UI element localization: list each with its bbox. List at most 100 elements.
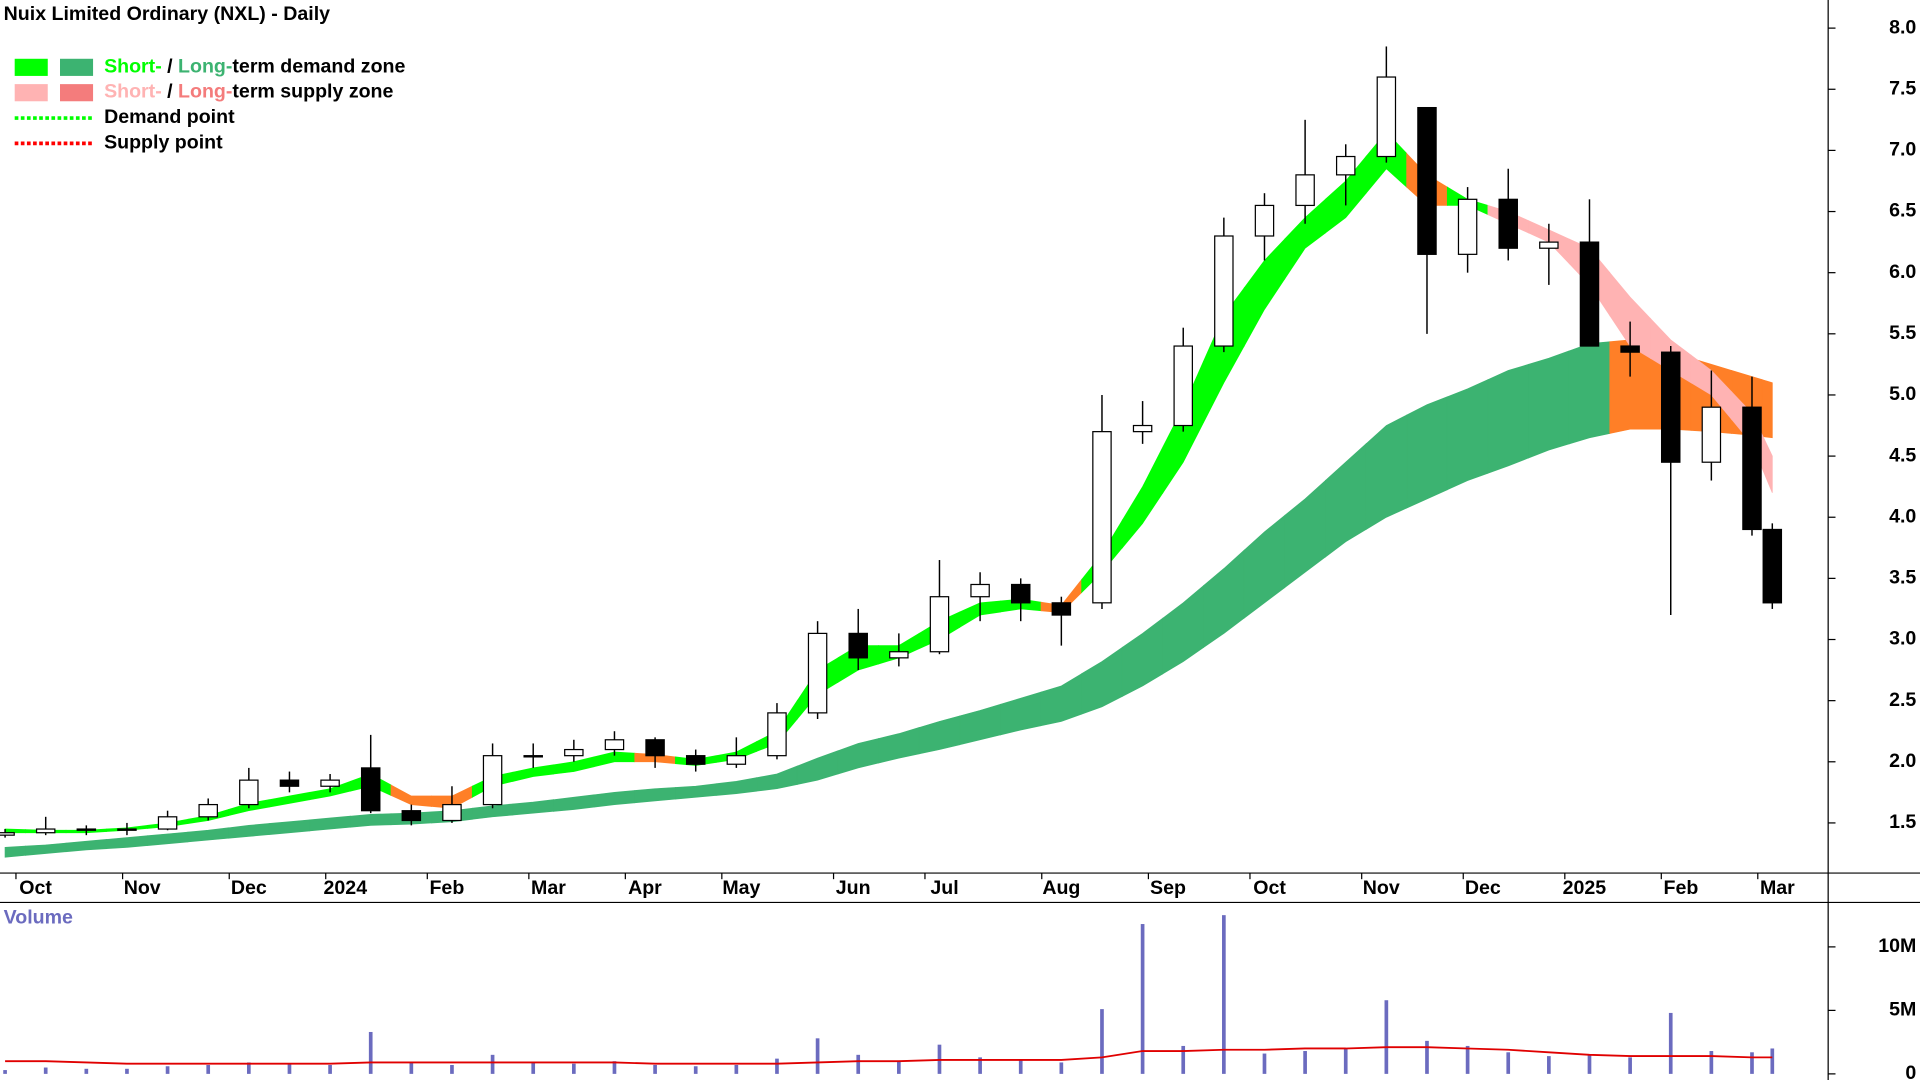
volume-bar — [612, 1061, 617, 1074]
candle-body — [117, 828, 137, 831]
x-tick-label: Nov — [1363, 877, 1400, 899]
x-tick-label: Oct — [1253, 877, 1286, 899]
zone-segment — [25, 842, 67, 856]
candle-body — [564, 748, 584, 757]
volume-bar — [1343, 1048, 1348, 1074]
volume-bar — [1222, 915, 1226, 1074]
zone-segment — [1203, 549, 1245, 649]
zone-segment — [1406, 396, 1448, 509]
candle-body — [198, 803, 218, 818]
volume-bar — [1547, 1056, 1551, 1074]
volume-bar — [3, 1070, 7, 1074]
volume-label: Volume — [4, 907, 73, 929]
volume-bar — [246, 1062, 251, 1074]
candle-body — [482, 755, 503, 806]
x-tick-label: Mar — [531, 877, 566, 899]
volume-bar — [125, 1068, 129, 1074]
candle-body — [767, 712, 787, 757]
zone-segment — [1040, 673, 1083, 727]
legend-text-part: / — [162, 81, 178, 103]
legend-text-part: Long- — [178, 81, 232, 103]
legend-text-part: / — [162, 56, 178, 78]
x-tick-label: Nov — [124, 877, 161, 899]
candle-body — [1376, 76, 1397, 158]
x-tick-label: 2024 — [324, 877, 368, 899]
y-tick-label: 3.5 — [1889, 567, 1916, 589]
zone-segment — [675, 783, 717, 800]
candle-body — [1498, 198, 1518, 249]
volume-bar — [490, 1054, 495, 1074]
x-tick-label: Dec — [231, 877, 267, 899]
legend-text-part: term supply zone — [232, 81, 393, 103]
x-tick-label: Dec — [1465, 877, 1501, 899]
volume-bar — [1303, 1051, 1307, 1074]
zone-segment — [918, 715, 961, 755]
zone-segment — [350, 813, 392, 828]
zone-segment — [268, 819, 311, 835]
zone-segment — [187, 827, 229, 843]
candle-body — [320, 779, 340, 787]
legend-swatch — [60, 58, 94, 76]
legend-text-part: Short- — [104, 56, 162, 78]
y-tick-label: 4.5 — [1889, 444, 1916, 466]
volume-bar — [1709, 1051, 1714, 1074]
y-tick-label: 5.5 — [1889, 322, 1916, 344]
volume-bar — [653, 1064, 657, 1074]
candle-body — [442, 803, 462, 822]
y-tick-label: 7.0 — [1889, 139, 1916, 161]
zone-segment — [512, 799, 554, 816]
legend-text-part: Long- — [178, 56, 232, 78]
zone-segment — [309, 815, 351, 832]
candle-body — [1457, 198, 1478, 255]
candle-body — [35, 828, 56, 834]
x-tick-label: Apr — [628, 877, 662, 899]
candle-body — [929, 596, 950, 653]
y-tick-label: 5.0 — [1889, 383, 1916, 405]
volume-bar — [1587, 1054, 1592, 1074]
volume-bar — [531, 1062, 536, 1074]
candle-body — [0, 832, 15, 836]
candle-body — [1010, 583, 1031, 604]
candle-body — [1660, 351, 1681, 463]
zone-segment — [878, 727, 920, 764]
x-tick-label: 2025 — [1563, 877, 1607, 899]
x-tick-label: Feb — [429, 877, 464, 899]
zone-segment — [4, 845, 26, 858]
candle-body — [848, 632, 868, 659]
zone-segment — [1243, 514, 1286, 619]
candle-body — [1214, 235, 1234, 347]
x-tick-label: Aug — [1042, 877, 1080, 899]
volume-bar — [1668, 1012, 1673, 1074]
candle-body — [1417, 106, 1437, 255]
candle-body — [807, 632, 828, 714]
candle-body — [1701, 406, 1722, 463]
x-tick-label: May — [722, 877, 760, 899]
legend-text-part: Demand point — [104, 106, 235, 128]
zone-segment — [106, 835, 148, 849]
candle-body — [970, 583, 990, 598]
volume-bar — [1100, 1009, 1104, 1074]
candle-body — [157, 816, 178, 830]
volume-bar — [287, 1063, 292, 1074]
candle-body — [1742, 406, 1762, 531]
volume-bar — [43, 1067, 48, 1074]
zone-segment — [1761, 434, 1773, 493]
y-tick-label: 6.5 — [1889, 200, 1916, 222]
zone-segment — [390, 784, 433, 807]
candle-body — [1092, 431, 1112, 604]
volume-bar — [409, 1062, 414, 1074]
candle-body — [1295, 174, 1315, 207]
volume-bar — [978, 1057, 982, 1074]
zone-segment — [1446, 379, 1489, 491]
volume-bar — [84, 1068, 89, 1074]
zone-segment — [1121, 617, 1164, 697]
chart-title: Nuix Limited Ordinary (NXL) - Daily — [4, 3, 330, 25]
legend-text: Short- / Long-term demand zone — [104, 56, 405, 78]
zone-segment — [268, 791, 311, 808]
candle-body — [1579, 241, 1600, 347]
zone-segment — [1325, 443, 1367, 558]
zone-segment — [796, 750, 839, 785]
legend-swatch — [14, 84, 48, 102]
